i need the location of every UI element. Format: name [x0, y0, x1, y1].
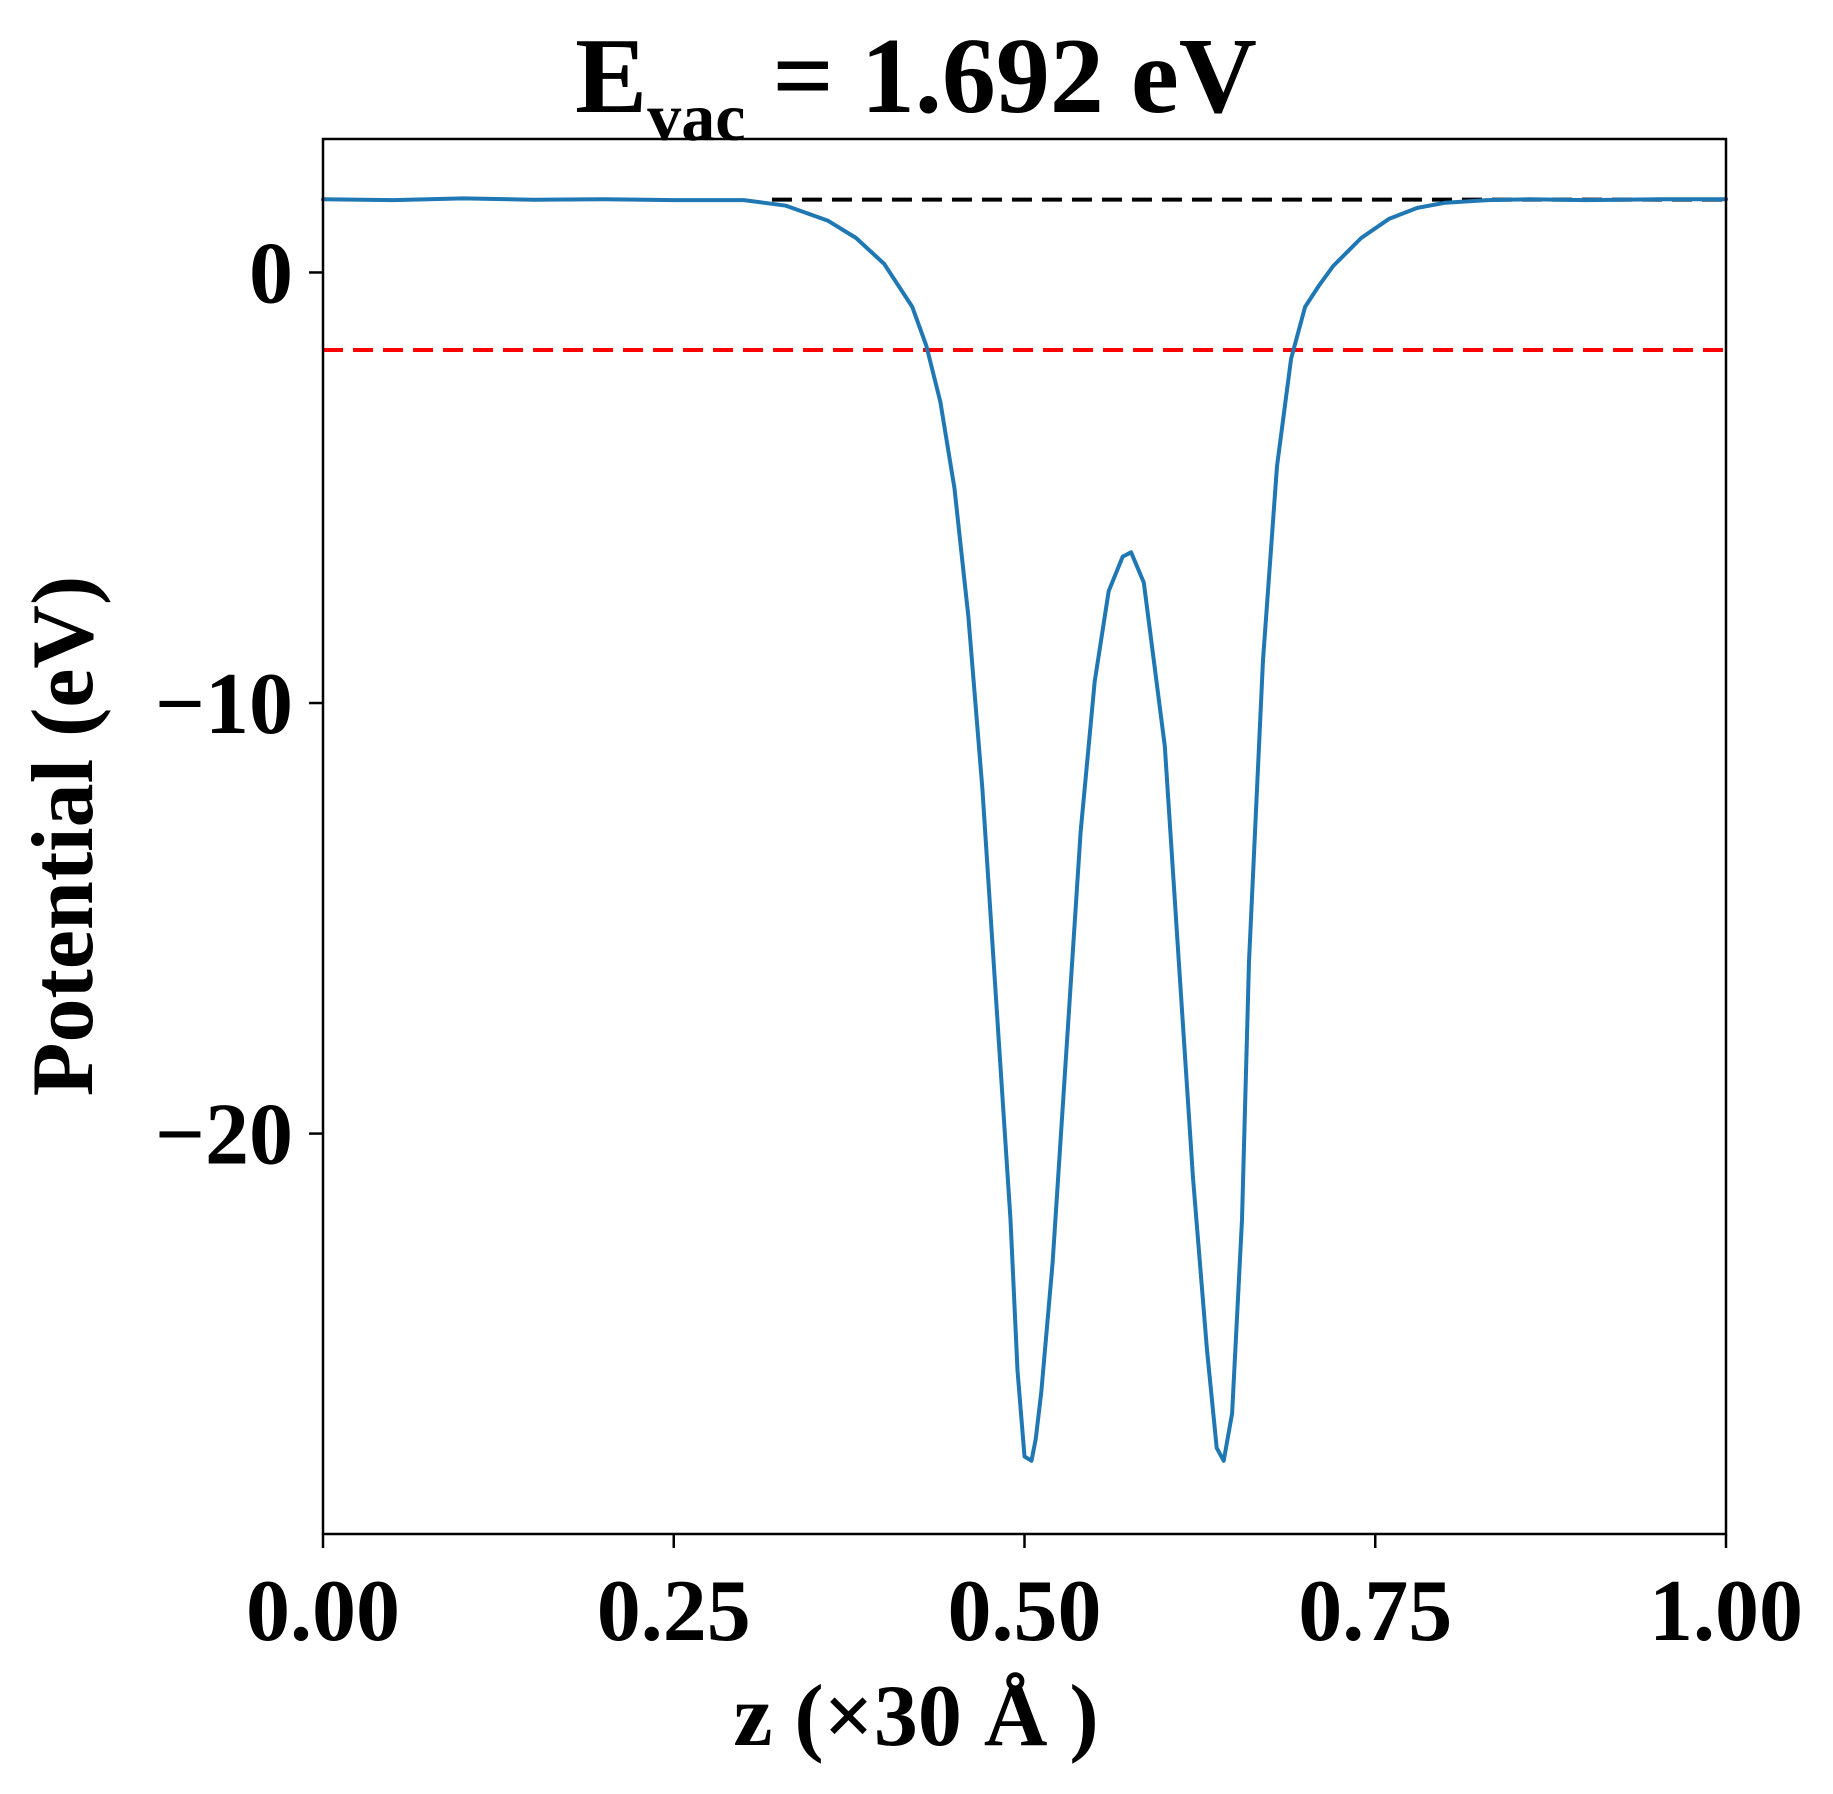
- x-tick-label: 1.00: [1649, 1563, 1803, 1660]
- chart-title: Evac = 1.692 eV: [575, 17, 1257, 155]
- y-tick-label: −10: [155, 656, 293, 753]
- plot-layer: [321, 196, 1728, 1463]
- title-subscript: vac: [647, 79, 745, 155]
- y-axis-ticks: 0 −10 −20: [155, 225, 323, 1184]
- x-tick-label: 0.75: [1298, 1563, 1452, 1660]
- x-tick-label: 0.00: [246, 1563, 400, 1660]
- x-tick-label: 0.25: [597, 1563, 751, 1660]
- title-rest: = 1.692 eV: [745, 17, 1256, 136]
- x-tick-label: 0.50: [948, 1563, 1102, 1660]
- x-axis-label: z (×30 Å ): [733, 1668, 1098, 1765]
- x-axis-ticks: 0.00 0.25 0.50 0.75 1.00: [246, 1534, 1803, 1660]
- title-main: E: [575, 17, 647, 136]
- y-tick-label: 0: [249, 225, 293, 322]
- y-tick-label: −20: [155, 1087, 293, 1184]
- potential-series-line: [321, 196, 1728, 1463]
- y-axis-label: Potential (eV): [15, 576, 112, 1096]
- plot-frame: [321, 137, 1728, 1536]
